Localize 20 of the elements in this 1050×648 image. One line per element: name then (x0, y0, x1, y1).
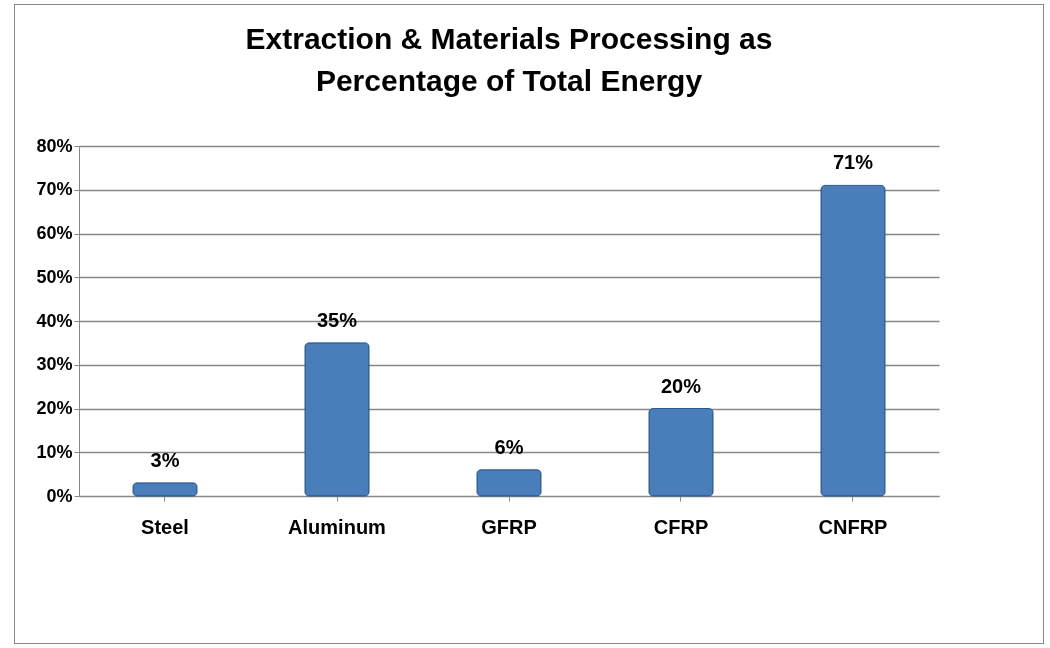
y-tick-label: 80% (36, 135, 73, 156)
y-tick-label: 0% (46, 485, 73, 506)
data-label: 71% (832, 151, 874, 174)
y-tick-label: 30% (36, 354, 73, 375)
y-tick-label: 40% (36, 310, 73, 331)
y-tick-label: 60% (36, 223, 73, 243)
data-label: 3% (150, 448, 180, 471)
x-tick-label: GFRP (481, 515, 537, 538)
data-label: 20% (660, 374, 702, 397)
x-tick-label: Aluminum (288, 515, 386, 538)
chart-title: Extraction & Materials Processing as Percentage of Total Energy (245, 22, 773, 97)
y-tick-label: 10% (36, 441, 73, 462)
y-tick-label: 20% (36, 398, 73, 418)
y-tick-label: 50% (36, 266, 73, 287)
y-tick-label: 70% (36, 179, 73, 200)
x-tick-label: CFRP (653, 515, 709, 538)
x-tick-label: Steel (141, 515, 189, 538)
data-label: 35% (316, 308, 358, 331)
x-tick-label: CNFRP (818, 515, 888, 538)
data-label: 6% (494, 435, 524, 458)
